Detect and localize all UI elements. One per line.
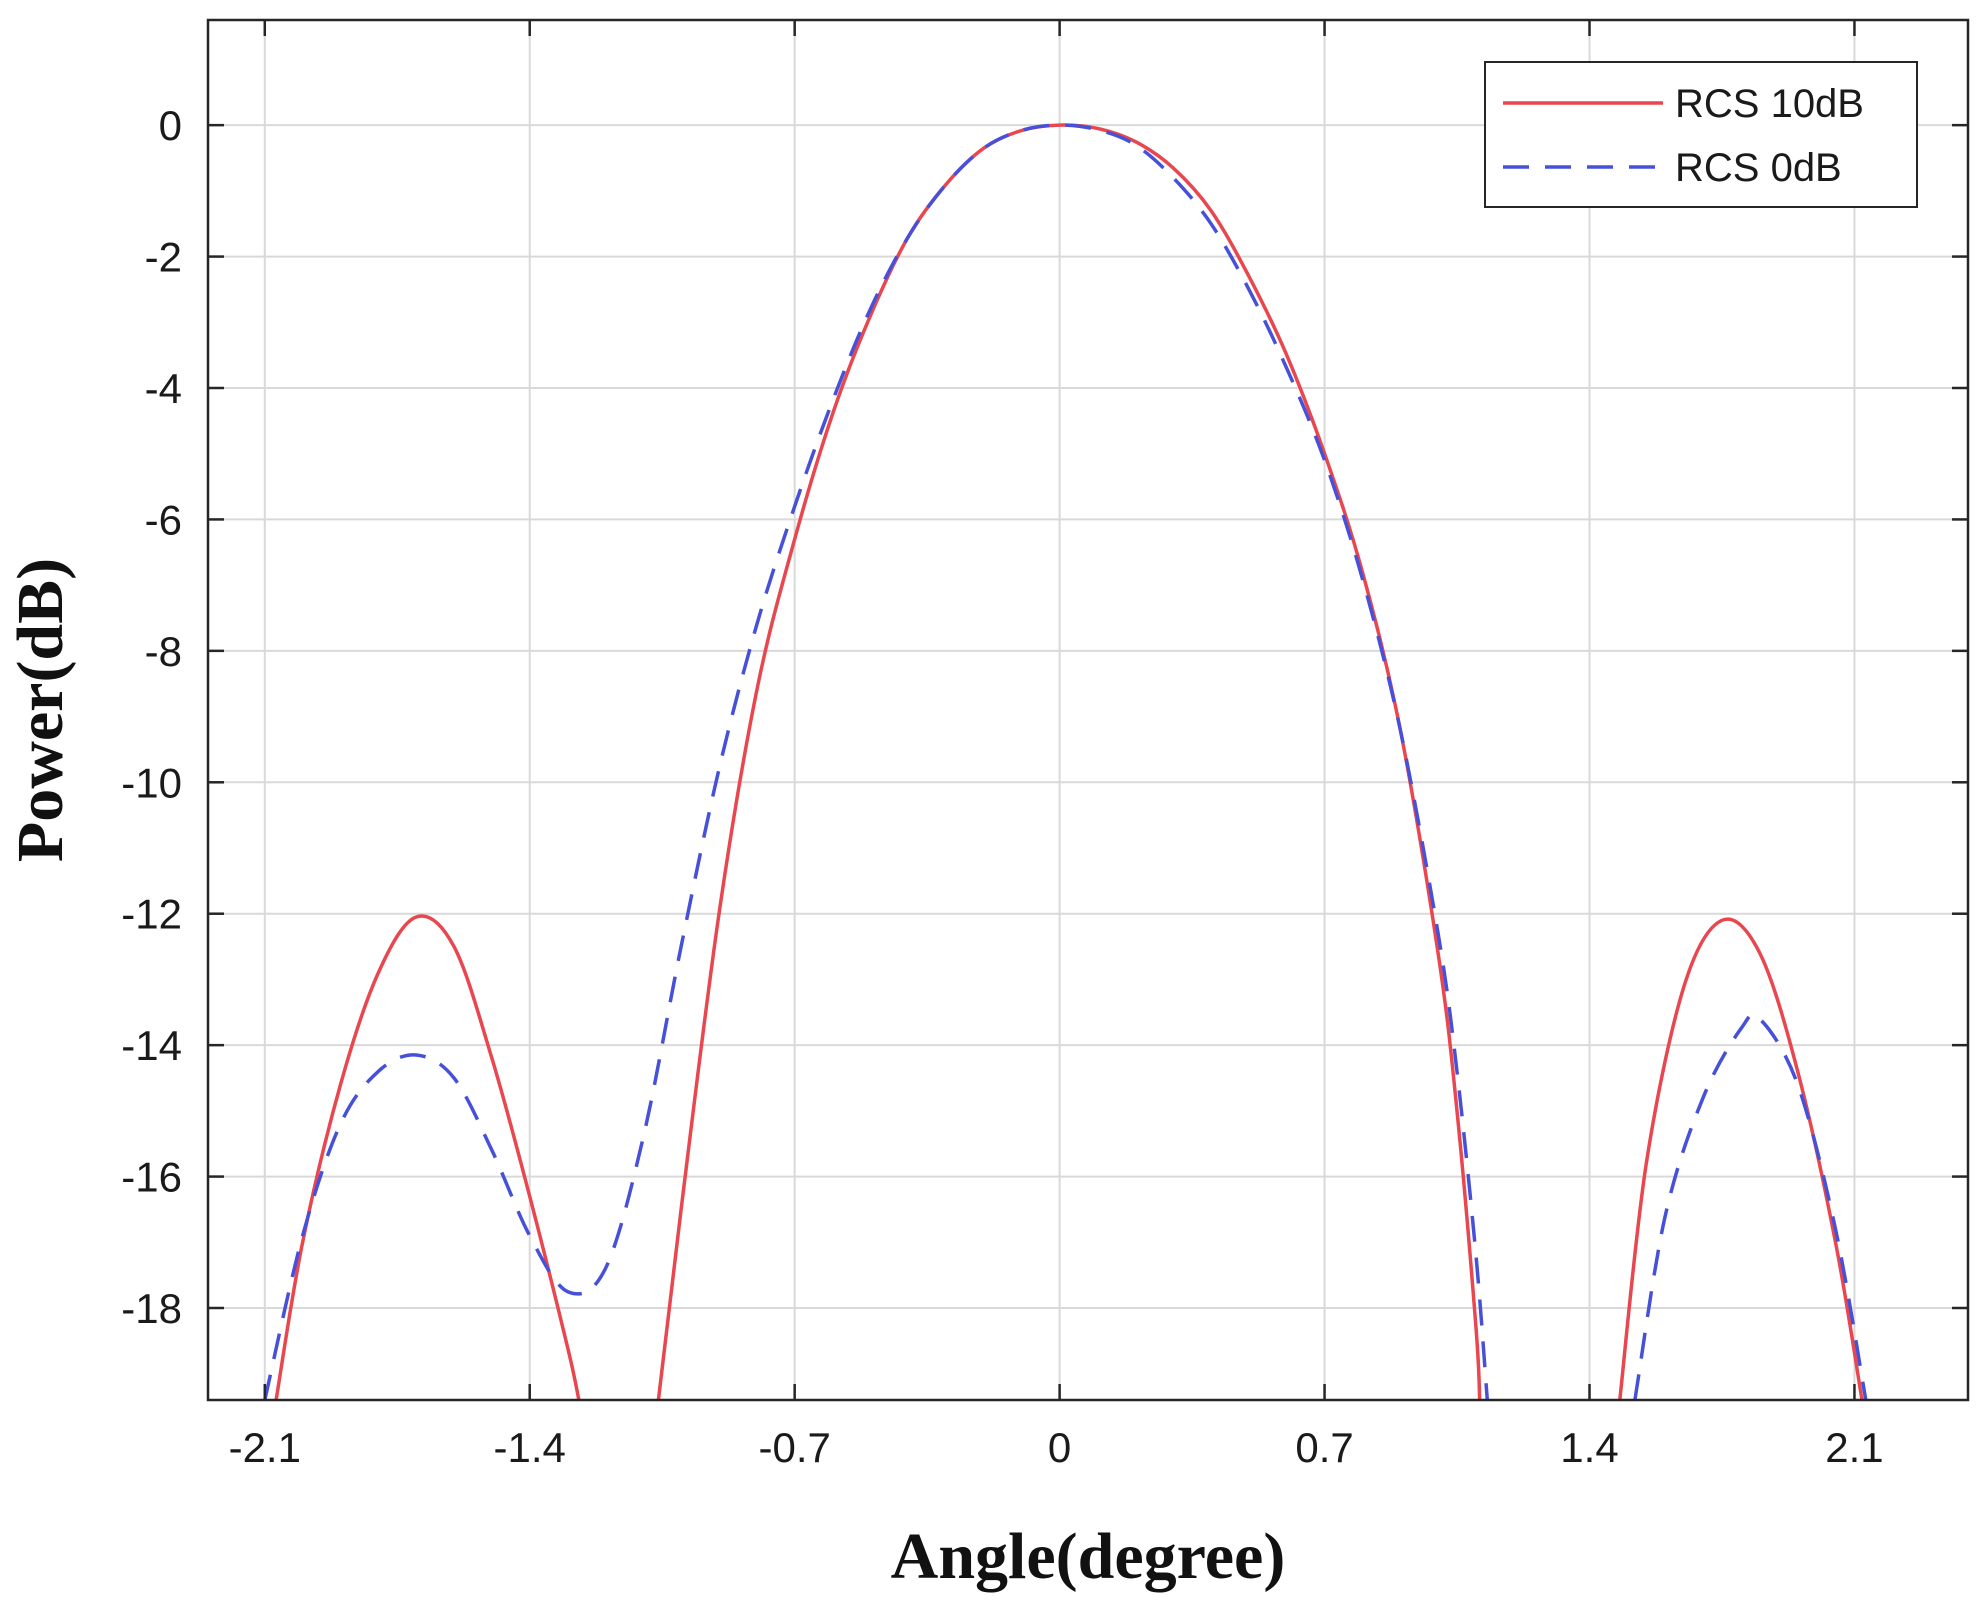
- x-tick-label: -1.4: [494, 1424, 566, 1471]
- series-line-rcs-10db: [1618, 917, 1864, 1401]
- x-tick-label: 0.7: [1295, 1424, 1353, 1471]
- x-tick-label: -2.1: [229, 1424, 301, 1471]
- plot-area: [208, 20, 1968, 1400]
- series-line-rcs-10db: [274, 914, 581, 1401]
- y-axis-ticks: 0 -2 -4 -6 -8 -10 -12 -14 -16 -18: [121, 102, 1968, 1332]
- series-line-rcs-10db: [656, 123, 1482, 1401]
- x-axis-title: Angle(degree): [891, 1520, 1286, 1593]
- series-layer: [263, 123, 1868, 1401]
- y-axis-title: Power(dB): [4, 558, 77, 862]
- y-tick-label: 0: [159, 102, 182, 149]
- series-line-rcs-0db: [263, 123, 1490, 1401]
- y-tick-label: -2: [145, 234, 182, 281]
- x-tick-label: 2.1: [1825, 1424, 1883, 1471]
- series-line-rcs-0db: [1633, 1012, 1868, 1401]
- y-tick-label: -4: [145, 365, 182, 412]
- y-tick-label: -16: [121, 1154, 182, 1201]
- y-tick-label: -12: [121, 891, 182, 938]
- y-tick-label: -10: [121, 759, 182, 806]
- axes-box: [206, 18, 1970, 1402]
- legend-label-rcs-0db: RCS 0dB: [1675, 146, 1842, 190]
- grid: [208, 20, 1968, 1400]
- x-axis-ticks: -2.1 -1.4 -0.7 0 0.7 1.4 2.1: [229, 20, 1884, 1471]
- legend: RCS 10dB RCS 0dB: [1484, 61, 1918, 208]
- y-tick-label: -14: [121, 1022, 182, 1069]
- x-tick-label: 1.4: [1560, 1424, 1618, 1471]
- legend-label-rcs-10db: RCS 10dB: [1675, 82, 1864, 126]
- legend-box: [1484, 61, 1918, 208]
- y-tick-label: -18: [121, 1285, 182, 1332]
- y-tick-label: -8: [145, 628, 182, 675]
- x-tick-label: -0.7: [758, 1424, 830, 1471]
- x-tick-label: 0: [1048, 1424, 1071, 1471]
- y-tick-label: -6: [145, 496, 182, 543]
